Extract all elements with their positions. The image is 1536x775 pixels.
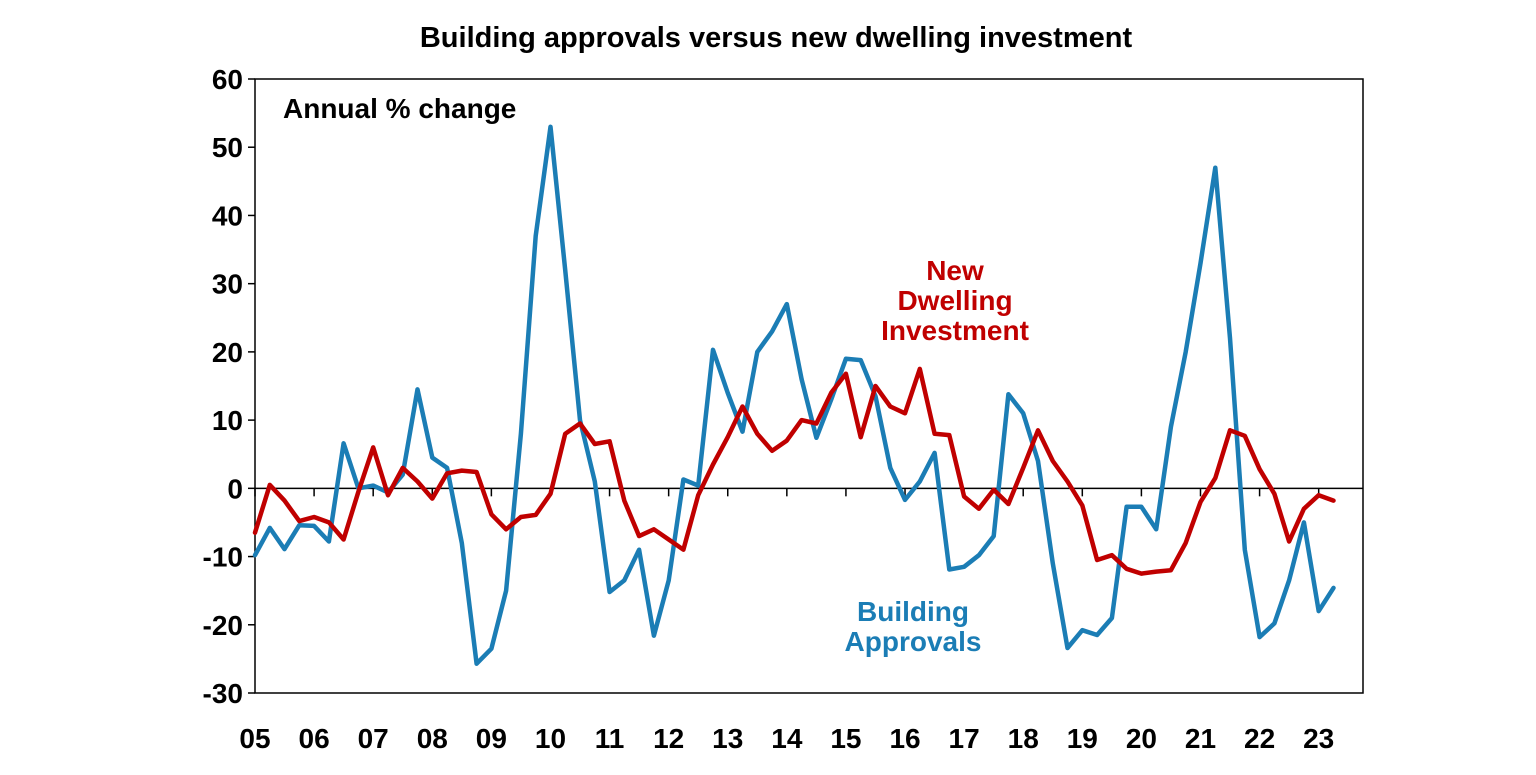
x-tick-label: 17 — [949, 723, 980, 754]
x-tick-label: 20 — [1126, 723, 1157, 754]
x-tick-label: 19 — [1067, 723, 1098, 754]
y-tick-label: -20 — [203, 610, 243, 641]
y-tick-label: 60 — [212, 64, 243, 95]
series-label-line: Dwelling — [897, 285, 1012, 316]
x-tick-label: 12 — [653, 723, 684, 754]
series-label-line: Investment — [881, 315, 1029, 346]
x-tick-label: 05 — [239, 723, 270, 754]
x-tick-label: 13 — [712, 723, 743, 754]
series-label-line: Building — [857, 596, 969, 627]
x-tick-label: 21 — [1185, 723, 1216, 754]
y-tick-label: 0 — [227, 473, 243, 504]
chart-title: Building approvals versus new dwelling i… — [420, 22, 1133, 54]
y-tick-label: 40 — [212, 200, 243, 231]
x-tick-label: 18 — [1008, 723, 1039, 754]
axes-layer: 60 50 40 30 20 10 0 -10 -20 -30 05 06 07 08 09 10 11 12 13… — [203, 64, 1363, 754]
series-label-investment: New Dwelling Investment — [881, 255, 1029, 346]
series-line-investment — [252, 366, 1336, 576]
x-tick-label: 15 — [830, 723, 861, 754]
y-tick-label: 10 — [212, 405, 243, 436]
chart-subtitle: Annual % change — [283, 93, 516, 124]
x-tick-label: 16 — [889, 723, 920, 754]
plot-area — [254, 78, 1364, 694]
x-tick-label: 06 — [299, 723, 330, 754]
x-tick-label: 10 — [535, 723, 566, 754]
x-tick-label: 07 — [358, 723, 389, 754]
y-tick-label: 50 — [212, 132, 243, 163]
y-tick-label: 20 — [212, 337, 243, 368]
x-tick-label: 14 — [771, 723, 803, 754]
series-label-line: New — [926, 255, 984, 286]
series-label-approvals: Building Approvals — [845, 596, 982, 657]
x-tick-label: 08 — [417, 723, 448, 754]
x-tick-label: 22 — [1244, 723, 1275, 754]
x-tick-label: 09 — [476, 723, 507, 754]
y-tick-label: -10 — [203, 542, 243, 573]
series-label-line: Approvals — [845, 626, 982, 657]
series-line-approvals — [252, 124, 1336, 666]
y-tick-label: -30 — [203, 678, 243, 709]
x-tick-label: 23 — [1303, 723, 1334, 754]
y-tick-label: 30 — [212, 269, 243, 300]
annotation-layer: Building Approvals New Dwelling Investment — [845, 255, 1029, 657]
x-tick-label: 11 — [595, 723, 625, 754]
series-layer — [252, 124, 1336, 666]
